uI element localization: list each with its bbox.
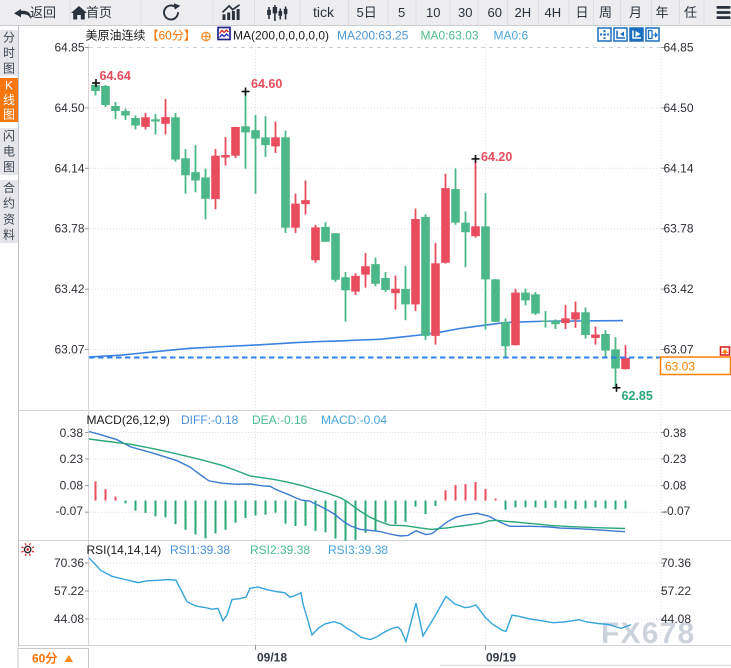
svg-text:图: 图	[3, 61, 15, 75]
svg-text:料: 料	[3, 228, 15, 242]
svg-text:MA0:63.03: MA0:63.03	[421, 29, 479, 43]
svg-text:2H: 2H	[515, 5, 532, 20]
svg-text:0.23: 0.23	[60, 452, 84, 466]
svg-text:09/18: 09/18	[257, 651, 287, 665]
svg-text:时: 时	[3, 46, 15, 60]
svg-text:5日: 5日	[357, 5, 377, 20]
svg-text:64.64: 64.64	[100, 69, 131, 83]
svg-text:MACD:-0.04: MACD:-0.04	[321, 413, 387, 427]
svg-text:日: 日	[576, 5, 589, 20]
svg-text:64.14: 64.14	[664, 161, 694, 175]
svg-text:【60分】: 【60分】	[147, 29, 196, 43]
svg-text:分: 分	[3, 31, 15, 45]
svg-text:64.50: 64.50	[664, 101, 694, 115]
svg-text:月: 月	[629, 5, 642, 20]
svg-text:首页: 首页	[86, 5, 112, 20]
svg-text:10: 10	[426, 5, 440, 20]
svg-text:周: 周	[599, 5, 612, 20]
svg-text:57.22: 57.22	[54, 584, 84, 598]
svg-text:64.20: 64.20	[481, 150, 512, 164]
svg-text:64.85: 64.85	[54, 41, 84, 55]
svg-text:63.78: 63.78	[54, 222, 84, 236]
svg-text:线: 线	[3, 93, 15, 107]
svg-text:K: K	[5, 78, 13, 92]
svg-text:返回: 返回	[30, 5, 56, 20]
svg-text:63.42: 63.42	[54, 282, 84, 296]
svg-text:约: 约	[3, 196, 15, 211]
svg-text:63.78: 63.78	[664, 222, 694, 236]
svg-text:图: 图	[3, 108, 15, 122]
svg-text:合: 合	[3, 180, 15, 195]
svg-text:闪: 闪	[3, 129, 15, 143]
svg-text:MA0:6: MA0:6	[494, 29, 529, 43]
svg-text:资: 资	[3, 212, 15, 226]
svg-text:RSI2:39.38: RSI2:39.38	[250, 543, 310, 557]
svg-text:63.07: 63.07	[54, 343, 84, 357]
svg-text:MA200:63.25: MA200:63.25	[337, 29, 409, 43]
svg-text:57.22: 57.22	[661, 584, 691, 598]
svg-text:62.85: 62.85	[622, 389, 653, 403]
svg-text:5: 5	[398, 5, 405, 20]
svg-text:0.38: 0.38	[60, 426, 84, 440]
svg-text:FX678: FX678	[601, 617, 695, 650]
svg-text:DEA:-0.16: DEA:-0.16	[252, 413, 308, 427]
svg-text:MACD(26,12,9): MACD(26,12,9)	[87, 413, 170, 427]
svg-text:60分: 60分	[32, 651, 57, 666]
svg-text:tick: tick	[313, 4, 335, 20]
svg-text:电: 电	[3, 145, 15, 159]
svg-text:44.08: 44.08	[661, 612, 691, 626]
svg-text:年: 年	[656, 5, 669, 20]
svg-text:44.08: 44.08	[54, 612, 84, 626]
svg-text:0.38: 0.38	[663, 426, 687, 440]
svg-text:70.36: 70.36	[54, 556, 84, 570]
svg-text:任: 任	[684, 5, 697, 20]
svg-text:美原油连续: 美原油连续	[86, 28, 146, 43]
svg-text:MA(200,0,0,0,0,0): MA(200,0,0,0,0,0)	[233, 29, 329, 43]
svg-text:-0.07: -0.07	[56, 504, 84, 518]
svg-text:09/19: 09/19	[486, 651, 516, 665]
svg-text:30: 30	[458, 5, 472, 20]
svg-text:64.85: 64.85	[664, 41, 694, 55]
svg-text:-0.07: -0.07	[663, 504, 691, 518]
svg-text:64.60: 64.60	[251, 77, 282, 91]
svg-text:64.50: 64.50	[54, 101, 84, 115]
svg-text:0.08: 0.08	[663, 478, 687, 492]
svg-text:63.42: 63.42	[664, 282, 694, 296]
svg-text:63.03: 63.03	[665, 360, 695, 374]
svg-text:RSI3:39.38: RSI3:39.38	[328, 543, 388, 557]
svg-text:63.07: 63.07	[664, 343, 694, 357]
svg-text:RSI(14,14,14): RSI(14,14,14)	[87, 543, 162, 557]
svg-text:70.36: 70.36	[661, 556, 691, 570]
svg-text:60: 60	[488, 5, 502, 20]
svg-text:图: 图	[3, 160, 15, 174]
svg-text:DIFF:-0.18: DIFF:-0.18	[181, 413, 239, 427]
svg-text:0.08: 0.08	[60, 478, 84, 492]
svg-text:64.14: 64.14	[54, 161, 84, 175]
svg-text:0.23: 0.23	[663, 452, 687, 466]
svg-text:RSI1:39.38: RSI1:39.38	[170, 543, 230, 557]
svg-text:4H: 4H	[545, 5, 562, 20]
